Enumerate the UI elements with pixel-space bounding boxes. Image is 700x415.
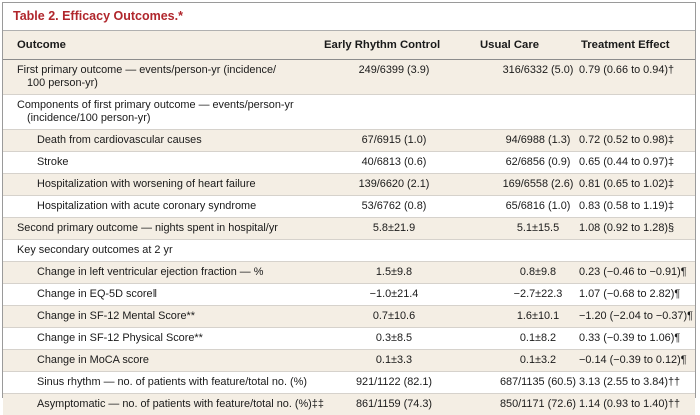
table-row: Change in SF-12 Mental Score** 0.7±10.6 … [3,306,695,328]
treatment-effect-value: −1.20 (−2.04 to −0.37)¶ [579,310,693,322]
row-label: Asymptomatic — no. of patients with feat… [37,398,324,410]
usual-care-value: 94/6988 (1.3) [505,134,571,146]
row-label: Hospitalization with acute coronary synd… [37,200,257,212]
treatment-effect-value: 0.72 (0.52 to 0.98)‡ [579,134,675,146]
usual-care-value: 169/6558 (2.6) [502,178,574,190]
early-rhythm-value: 1.5±9.8 [375,266,413,278]
early-rhythm-value: 0.3±8.5 [375,332,413,344]
usual-care-value: 1.6±10.1 [516,310,560,322]
early-rhythm-value: 0.7±10.6 [372,310,416,322]
row-label: Key secondary outcomes at 2 yr [17,244,173,256]
treatment-effect-value: 3.13 (2.55 to 3.84)†† [579,376,681,388]
early-rhythm-value: −1.0±21.4 [369,288,419,300]
usual-care-value: 316/6332 (5.0) [502,64,574,76]
treatment-effect-value: 0.23 (−0.46 to −0.91)¶ [579,266,687,278]
table-row: First primary outcome — events/person-yr… [3,60,695,95]
header-early-rhythm-control: Early Rhythm Control [324,39,441,51]
usual-care-value: 65/6816 (1.0) [505,200,571,212]
treatment-effect-value: 0.79 (0.66 to 0.94)† [579,64,675,76]
row-label: Sinus rhythm — no. of patients with feat… [37,376,307,388]
table-row: Change in MoCA score 0.1±3.3 0.1±3.2 −0.… [3,350,695,372]
treatment-effect-value: 1.14 (0.93 to 1.40)†† [579,398,681,410]
early-rhythm-value: 139/6620 (2.1) [358,178,430,190]
early-rhythm-value: 921/1122 (82.1) [355,376,433,388]
early-rhythm-value: 67/6915 (1.0) [361,134,427,146]
row-label: Stroke [37,156,69,168]
usual-care-value: 0.8±9.8 [519,266,557,278]
treatment-effect-value: −0.14 (−0.39 to 0.12)¶ [579,354,687,366]
row-label-line2: 100 person-yr) [27,77,98,89]
row-label: Death from cardiovascular causes [37,134,202,146]
row-label-line2: (incidence/100 person-yr) [27,112,151,124]
treatment-effect-value: 0.65 (0.44 to 0.97)‡ [579,156,675,168]
treatment-effect-value: 0.33 (−0.39 to 1.06)¶ [579,332,681,344]
table-title: Table 2. Efficacy Outcomes.* [3,3,695,31]
usual-care-value: 5.1±15.5 [516,222,560,234]
table-row: Change in EQ-5D score‖ −1.0±21.4 −2.7±22… [3,284,695,306]
usual-care-value: 62/6856 (0.9) [505,156,571,168]
treatment-effect-value: 1.07 (−0.68 to 2.82)¶ [579,288,681,300]
table-row: Change in SF-12 Physical Score** 0.3±8.5… [3,328,695,350]
row-label: Change in EQ-5D score‖ [37,288,158,300]
usual-care-value: 687/1135 (60.5) [499,376,577,388]
table-header: Outcome Early Rhythm Control Usual Care … [3,31,695,60]
table-row: Asymptomatic — no. of patients with feat… [3,394,695,415]
row-label: Change in SF-12 Mental Score** [37,310,195,322]
row-label: Hospitalization with worsening of heart … [37,178,256,190]
usual-care-value: 0.1±3.2 [519,354,557,366]
row-label: Change in MoCA score [37,354,149,366]
row-label-line1: Components of first primary outcome — ev… [17,99,294,111]
table-row: Death from cardiovascular causes 67/6915… [3,130,695,152]
table-row: Hospitalization with worsening of heart … [3,174,695,196]
header-usual-care: Usual Care [480,39,540,51]
row-label: Components of first primary outcome — ev… [17,99,294,125]
table-row: Components of first primary outcome — ev… [3,95,695,130]
early-rhythm-value: 249/6399 (3.9) [358,64,430,76]
early-rhythm-value: 5.8±21.9 [372,222,416,234]
treatment-effect-value: 0.81 (0.65 to 1.02)‡ [579,178,675,190]
table-row: Second primary outcome — nights spent in… [3,218,695,240]
treatment-effect-value: 0.83 (0.58 to 1.19)‡ [579,200,675,212]
early-rhythm-value: 0.1±3.3 [375,354,413,366]
table-row: Key secondary outcomes at 2 yr [3,240,695,262]
header-treatment-effect: Treatment Effect [581,39,670,51]
row-label: Second primary outcome — nights spent in… [17,222,278,234]
usual-care-value: 0.1±8.2 [519,332,557,344]
table-row: Sinus rhythm — no. of patients with feat… [3,372,695,394]
usual-care-value: −2.7±22.3 [513,288,563,300]
treatment-effect-value: 1.08 (0.92 to 1.28)§ [579,222,675,234]
early-rhythm-value: 861/1159 (74.3) [355,398,433,410]
row-label: Change in left ventricular ejection frac… [37,266,264,278]
early-rhythm-value: 40/6813 (0.6) [361,156,427,168]
table-row: Hospitalization with acute coronary synd… [3,196,695,218]
row-label-line1: First primary outcome — events/person-yr… [17,64,277,76]
table-row: Stroke 40/6813 (0.6) 62/6856 (0.9) 0.65 … [3,152,695,174]
header-outcome: Outcome [17,39,66,51]
table-row: Change in left ventricular ejection frac… [3,262,695,284]
early-rhythm-value: 53/6762 (0.8) [361,200,427,212]
row-label: Change in SF-12 Physical Score** [37,332,203,344]
row-label: First primary outcome — events/person-yr… [17,64,276,90]
